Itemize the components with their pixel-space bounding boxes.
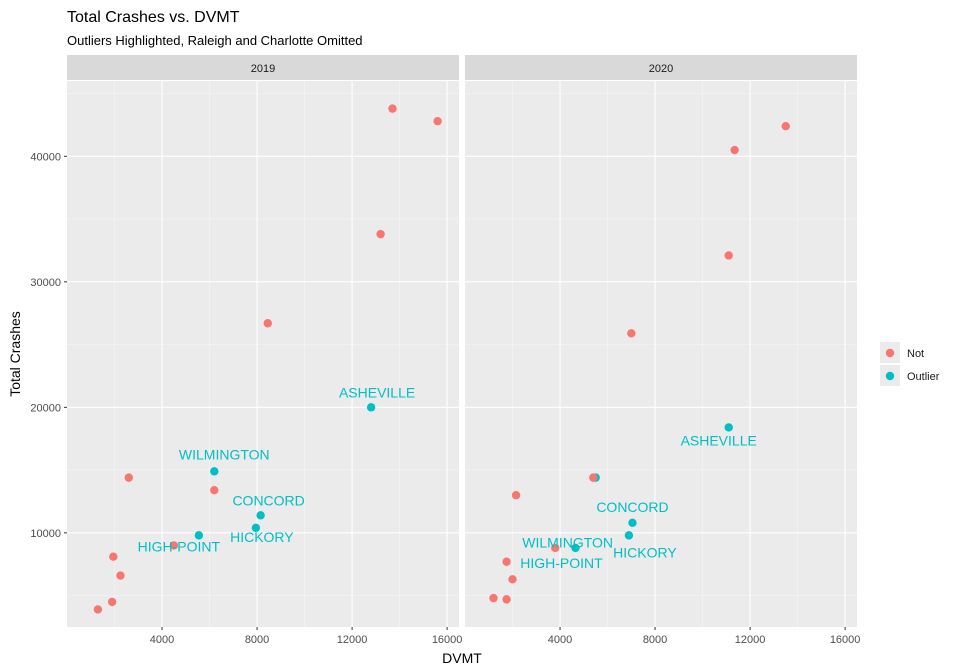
y-axis-label: Total Crashes: [7, 311, 23, 397]
panel-background: [67, 81, 459, 627]
point-label: WILMINGTON: [179, 446, 270, 462]
point-label: HICKORY: [613, 544, 677, 560]
y-tick-label: 20000: [30, 402, 61, 414]
data-point-outlier: [251, 523, 261, 533]
panel-background: [465, 81, 857, 627]
facet-panel-2020: 2020 4000 8000 12000 16000 ASHEVILLE WILMINGTO…: [465, 55, 860, 646]
data-point-outlier: [628, 518, 637, 528]
data-point-not: [502, 557, 511, 566]
data-point-not: [210, 485, 219, 495]
x-tick-label: 16000: [432, 634, 463, 646]
point-label: CONCORD: [232, 492, 304, 508]
point-label: WILMINGTON: [522, 535, 613, 551]
facet-strip: [67, 55, 459, 80]
data-point-outlier: [194, 531, 204, 540]
data-point-not: [169, 541, 179, 550]
point-label: HIGH-POINT: [138, 538, 221, 554]
data-point-not: [781, 121, 790, 131]
x-tick-label: 4000: [150, 634, 174, 646]
data-point-outlier: [724, 423, 733, 432]
data-point-not: [627, 329, 636, 338]
data-point-not: [93, 605, 103, 614]
data-point-not: [730, 145, 739, 155]
data-point-not: [124, 473, 133, 482]
data-point-not: [376, 229, 385, 239]
data-point-outlier: [571, 543, 580, 553]
data-point-outlier: [210, 467, 219, 476]
x-tick-label: 12000: [337, 634, 368, 646]
legend-label: Not: [907, 348, 924, 360]
point-label: HIGH-POINT: [520, 555, 603, 571]
data-point-not: [502, 595, 511, 604]
point-label: CONCORD: [596, 499, 668, 515]
data-point-outlier: [624, 531, 634, 540]
x-tick-label: 12000: [735, 634, 766, 646]
data-point-not: [508, 575, 517, 584]
legend-swatch: [885, 348, 895, 358]
chart-subtitle: Outliers Highlighted, Raleigh and Charlo…: [67, 33, 363, 48]
data-point-not: [388, 104, 397, 113]
data-point-not: [511, 491, 521, 500]
data-point-not: [109, 552, 118, 561]
plot-area: 2019 4000 8000 12000 16000 10000 20000 30000 400…: [30, 55, 860, 646]
data-point-not: [263, 319, 272, 328]
facet-strip: [465, 55, 857, 80]
x-tick-label: 8000: [245, 634, 269, 646]
x-tick-label: 4000: [548, 634, 572, 646]
x-tick-label: 16000: [830, 634, 861, 646]
data-point-not: [589, 473, 598, 482]
facet-panel-2019: 2019 4000 8000 12000 16000 10000 20000 30000 400…: [30, 55, 462, 646]
point-label: ASHEVILLE: [681, 432, 757, 448]
y-tick-label: 10000: [30, 528, 61, 540]
legend-label: Outlier: [907, 371, 940, 383]
legend: Not Outlier: [880, 342, 940, 386]
data-point-not: [116, 571, 125, 580]
legend-swatch: [885, 371, 895, 381]
y-tick-label: 30000: [30, 277, 61, 289]
facet-strip-label: 2019: [251, 63, 275, 75]
y-tick-label: 40000: [30, 151, 61, 163]
data-point-outlier: [366, 403, 376, 412]
data-point-outlier: [256, 511, 265, 520]
x-axis-label: DVMT: [442, 650, 482, 666]
facet-strip-label: 2020: [649, 63, 673, 75]
data-point-not: [489, 593, 498, 603]
data-point-not: [724, 251, 733, 260]
data-point-not: [433, 116, 442, 126]
point-label: HICKORY: [230, 529, 294, 545]
data-point-not: [107, 597, 117, 607]
point-label: ASHEVILLE: [339, 384, 415, 400]
x-tick-label: 8000: [643, 634, 667, 646]
chart-title: Total Crashes vs. DVMT: [67, 9, 240, 26]
data-point-not: [551, 543, 560, 553]
